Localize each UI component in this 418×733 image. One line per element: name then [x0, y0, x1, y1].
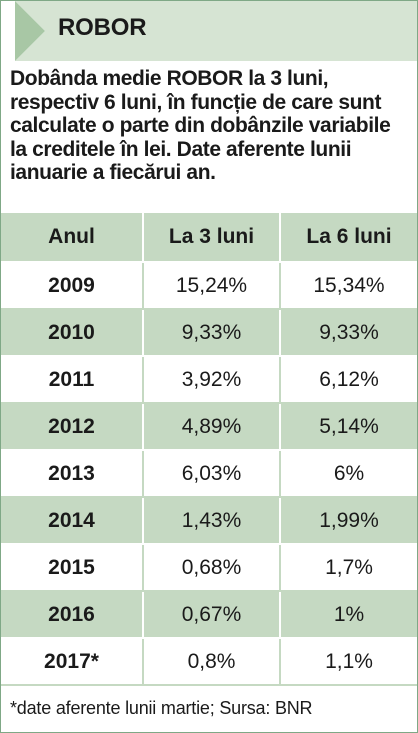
rate-3-months-cell: 0,8% [142, 638, 280, 686]
rate-3-months-cell: 0,67% [142, 591, 280, 639]
year-cell: 2010 [1, 309, 143, 357]
table-row: 2013 6,03% 6% [1, 450, 417, 498]
table-row: 2014 1,43% 1,99% [1, 497, 417, 545]
table-row: 2016 0,67% 1% [1, 591, 417, 639]
arrow-marker-icon [1, 1, 45, 61]
rate-3-months-cell: 15,24% [142, 262, 280, 310]
rate-6-months-cell: 1,1% [279, 638, 417, 686]
table-row: 2017* 0,8% 1,1% [1, 638, 417, 686]
year-cell: 2009 [1, 262, 143, 310]
rate-6-months-cell: 6,12% [279, 356, 417, 404]
rate-6-months-cell: 5,14% [279, 403, 417, 451]
intro-text: Dobânda medie ROBOR la 3 luni, respectiv… [10, 67, 391, 184]
rate-3-months-cell: 6,03% [142, 450, 280, 498]
rate-3-months-cell: 3,92% [142, 356, 280, 404]
rate-6-months-cell: 1% [279, 591, 417, 639]
year-cell: 2012 [1, 403, 143, 451]
table-row: 2012 4,89% 5,14% [1, 403, 417, 451]
rate-3-months-cell: 4,89% [142, 403, 280, 451]
table-row: 2015 0,68% 1,7% [1, 544, 417, 592]
column-header-6-months: La 6 luni [279, 213, 417, 263]
header-bar: ROBOR [1, 1, 417, 63]
column-header-year: Anul [1, 213, 143, 263]
year-cell: 2013 [1, 450, 143, 498]
year-cell: 2014 [1, 497, 143, 545]
year-cell: 2017* [1, 638, 143, 686]
rate-6-months-cell: 1,99% [279, 497, 417, 545]
rate-3-months-cell: 1,43% [142, 497, 280, 545]
rate-6-months-cell: 9,33% [279, 309, 417, 357]
rate-3-months-cell: 0,68% [142, 544, 280, 592]
rate-3-months-cell: 9,33% [142, 309, 280, 357]
column-header-3-months: La 3 luni [142, 213, 280, 263]
rate-6-months-cell: 15,34% [279, 262, 417, 310]
year-cell: 2011 [1, 356, 143, 404]
year-cell: 2015 [1, 544, 143, 592]
table-row: 2010 9,33% 9,33% [1, 309, 417, 357]
table-row: 2009 15,24% 15,34% [1, 262, 417, 310]
header-title: ROBOR [58, 14, 147, 41]
year-cell: 2016 [1, 591, 143, 639]
rate-6-months-cell: 1,7% [279, 544, 417, 592]
robor-table: Anul La 3 luni La 6 luni 2009 15,24% 15,… [1, 213, 417, 686]
table-header-row: Anul La 3 luni La 6 luni [1, 213, 417, 263]
rate-6-months-cell: 6% [279, 450, 417, 498]
table-row: 2011 3,92% 6,12% [1, 356, 417, 404]
footnote-source: *date aferente lunii martie; Sursa: BNR [10, 698, 313, 718]
